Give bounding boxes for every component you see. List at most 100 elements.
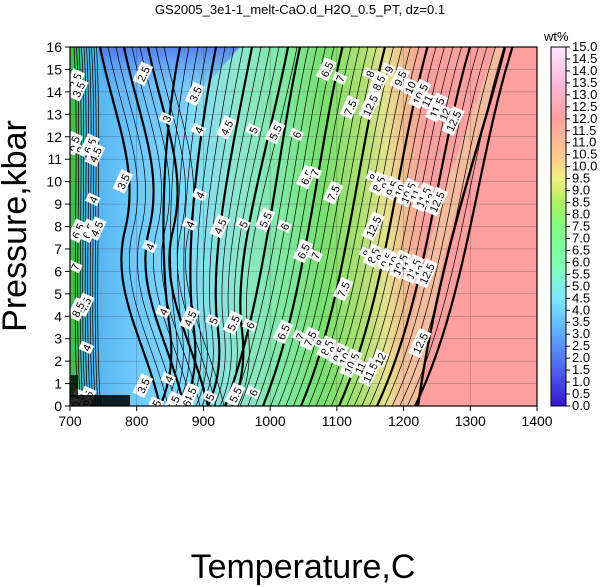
svg-text:6.5: 6.5 xyxy=(296,242,313,261)
contour-label: 5 xyxy=(245,122,261,137)
svg-text:4.5: 4.5 xyxy=(88,146,105,165)
colorbar-tick-label: 13.0 xyxy=(572,87,597,102)
svg-text:8.5: 8.5 xyxy=(371,74,388,93)
contour-label: 4.5 xyxy=(215,115,237,140)
colorbar-tick-label: 5.5 xyxy=(572,266,590,281)
contour-line xyxy=(195,47,235,406)
y-tick-label: 9 xyxy=(54,196,62,212)
svg-text:5: 5 xyxy=(208,316,221,327)
colorbar-tick-label: 11.0 xyxy=(572,135,596,150)
contour-line xyxy=(189,47,226,406)
svg-text:7.5: 7.5 xyxy=(342,99,359,118)
svg-text:6: 6 xyxy=(279,222,292,233)
contour-line xyxy=(369,47,462,406)
colorbar-tick-label: 4.0 xyxy=(572,302,590,317)
contour-label: 9 xyxy=(380,62,397,77)
svg-text:7: 7 xyxy=(309,168,322,179)
svg-text:4: 4 xyxy=(163,374,176,385)
contour-label: 5 xyxy=(148,396,164,406)
bottom-left-blob xyxy=(70,395,130,406)
y-tick-label: 3 xyxy=(54,331,62,347)
svg-text:4: 4 xyxy=(158,307,171,318)
svg-text:6.5: 6.5 xyxy=(319,60,336,79)
svg-text:4: 4 xyxy=(193,125,206,136)
contour-label: 5 xyxy=(205,313,221,328)
x-tick-label: 900 xyxy=(192,413,216,429)
contour-label: 5.5 xyxy=(162,390,184,406)
svg-text:4.5: 4.5 xyxy=(182,309,199,328)
y-tick-label: 10 xyxy=(46,174,62,190)
contour-label: 4.5 xyxy=(84,142,106,167)
x-tick-label: 1200 xyxy=(388,413,419,429)
contour-label: 5.5 xyxy=(264,119,286,145)
svg-text:8.5: 8.5 xyxy=(70,300,87,319)
x-tick-label: 800 xyxy=(125,413,149,429)
svg-text:12: 12 xyxy=(373,351,389,367)
svg-text:3.5: 3.5 xyxy=(136,377,153,396)
contour-label: 3 xyxy=(158,111,174,126)
colorbar-tick-label: 15.0 xyxy=(572,39,597,54)
contour-label: 4 xyxy=(190,122,206,137)
colorbar-tick-label: 7.0 xyxy=(572,230,590,245)
contour-label: 4 xyxy=(181,217,198,231)
x-tick-label: 1000 xyxy=(255,413,286,429)
svg-text:5.5: 5.5 xyxy=(258,211,275,230)
y-tick-label: 15 xyxy=(46,61,62,77)
contour-line xyxy=(391,47,488,406)
contour-label: 6 xyxy=(241,318,258,332)
svg-text:6: 6 xyxy=(248,388,261,399)
contour-label: 8.5 xyxy=(70,297,88,322)
y-tick-label: 5 xyxy=(54,286,62,302)
contour-label: 5 xyxy=(235,217,251,231)
svg-text:4: 4 xyxy=(88,195,101,206)
contour-label: 6 xyxy=(178,396,194,406)
contour-line xyxy=(232,47,309,406)
contour-line xyxy=(213,47,262,406)
x-tick-label: 1300 xyxy=(455,413,486,429)
colorbar-tick-label: 3.5 xyxy=(572,314,590,329)
svg-text:7.5: 7.5 xyxy=(336,280,353,299)
svg-text:4.5: 4.5 xyxy=(212,217,229,236)
colorbar-title: wt% xyxy=(543,29,569,44)
colorbar-tick-label: 14.5 xyxy=(572,51,597,66)
y-tick-label: 13 xyxy=(46,106,62,122)
colorbar-tick-label: 8.0 xyxy=(572,207,590,222)
svg-text:2.5: 2.5 xyxy=(136,65,153,84)
svg-text:7: 7 xyxy=(294,332,307,343)
contour-label: 12 xyxy=(370,349,389,369)
colorbar: wt% 0.00.51.01.52.02.53.03.54.04.55.05.5… xyxy=(543,29,597,413)
contour-label: 4 xyxy=(85,192,101,207)
colorbar-tick-label: 9.0 xyxy=(572,183,590,198)
contour-label: 3.5 xyxy=(184,81,206,107)
contour-line xyxy=(255,47,335,406)
svg-text:5: 5 xyxy=(204,392,217,403)
colorbar-tick-label: 0.5 xyxy=(572,386,590,401)
y-tick-label: 7 xyxy=(54,241,62,257)
contour-label: 5.5 xyxy=(224,382,246,406)
svg-text:7: 7 xyxy=(70,262,83,273)
contour-line xyxy=(131,47,193,406)
svg-text:4: 4 xyxy=(81,343,94,354)
x-tick-label: 1100 xyxy=(322,413,352,429)
contour-label: 3.5 xyxy=(112,169,134,194)
contour-line xyxy=(237,47,298,406)
colorbar-tick-label: 10.5 xyxy=(572,147,597,162)
chart-title: GS2005_3e1-1_melt-CaO.d_H2O_0.5_PT, dz=0… xyxy=(155,2,445,17)
contour-label: 7 xyxy=(306,165,322,180)
contour-line xyxy=(107,47,169,406)
svg-text:7: 7 xyxy=(334,74,347,85)
contour-line xyxy=(225,47,280,406)
contour-label: 4 xyxy=(78,340,94,355)
svg-text:4: 4 xyxy=(184,219,197,230)
contour-line xyxy=(261,47,344,406)
contour-label: 6.5 xyxy=(316,56,337,82)
y-tick-label: 16 xyxy=(46,39,62,55)
x-axis: 700 800 900 1000 1100 1200 1300 1400 xyxy=(58,406,553,429)
contour-line xyxy=(285,47,369,406)
y-tick-label: 6 xyxy=(54,263,62,279)
x-tick-label: 700 xyxy=(58,413,82,429)
contour-line xyxy=(98,47,162,406)
contour-line xyxy=(247,47,326,406)
contour-label: 2.5 xyxy=(132,61,154,86)
